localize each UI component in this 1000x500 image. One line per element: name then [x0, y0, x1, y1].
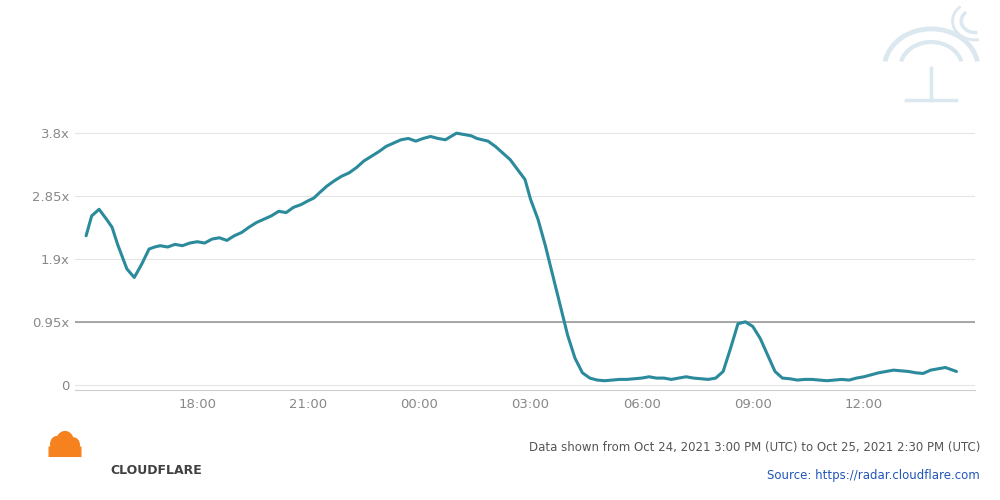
Ellipse shape: [50, 436, 63, 453]
FancyBboxPatch shape: [48, 446, 82, 457]
Text: Source: https://radar.cloudflare.com: Source: https://radar.cloudflare.com: [767, 468, 980, 481]
Text: CLOUDFLARE: CLOUDFLARE: [110, 464, 202, 476]
Text: Network-level DDOS Attacks Originating in Sudan (Last 24 hours): Network-level DDOS Attacks Originating i…: [25, 42, 820, 62]
Ellipse shape: [67, 437, 80, 453]
Ellipse shape: [56, 431, 74, 452]
Text: Data shown from Oct 24, 2021 3:00 PM (UTC) to Oct 25, 2021 2:30 PM (UTC): Data shown from Oct 24, 2021 3:00 PM (UT…: [529, 442, 980, 454]
